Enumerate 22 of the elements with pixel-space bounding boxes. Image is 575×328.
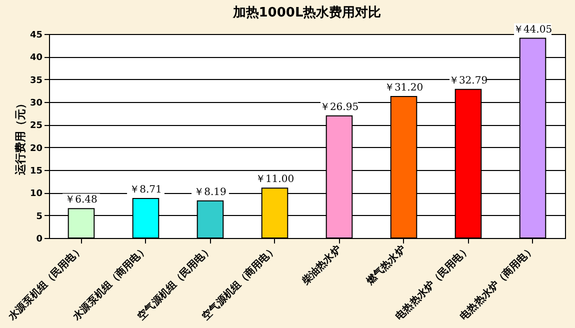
y-tick-label: 25	[30, 121, 42, 132]
y-tick-label: 40	[30, 53, 42, 64]
y-tick-label: 20	[30, 144, 42, 154]
chart-title: 加热1000L热水费用对比	[232, 5, 382, 20]
y-axis-title: 运行费用（元）	[14, 98, 27, 176]
y-tick-label: 45	[30, 30, 42, 40]
x-tick-label: 燃气热水炉	[363, 243, 408, 288]
y-tick-label: 5	[36, 212, 42, 222]
data-label: ￥44.05	[513, 24, 552, 36]
y-tick-label: 30	[30, 98, 42, 108]
data-label: ￥11.00	[255, 174, 294, 186]
data-label: ￥8.71	[130, 184, 162, 196]
data-label: ￥31.20	[384, 82, 424, 94]
data-label: ￥26.95	[320, 102, 359, 113]
y-tick-label: 10	[30, 189, 42, 200]
x-tick-label: 柴油热水炉	[298, 243, 344, 288]
y-tick-label: 35	[30, 76, 42, 86]
y-tick-label: 0	[36, 234, 42, 244]
data-label: ￥8.19	[194, 186, 226, 198]
y-tick-label: 15	[30, 166, 42, 176]
data-label: ￥32.79	[448, 75, 488, 86]
data-label: ￥6.48	[65, 194, 98, 206]
